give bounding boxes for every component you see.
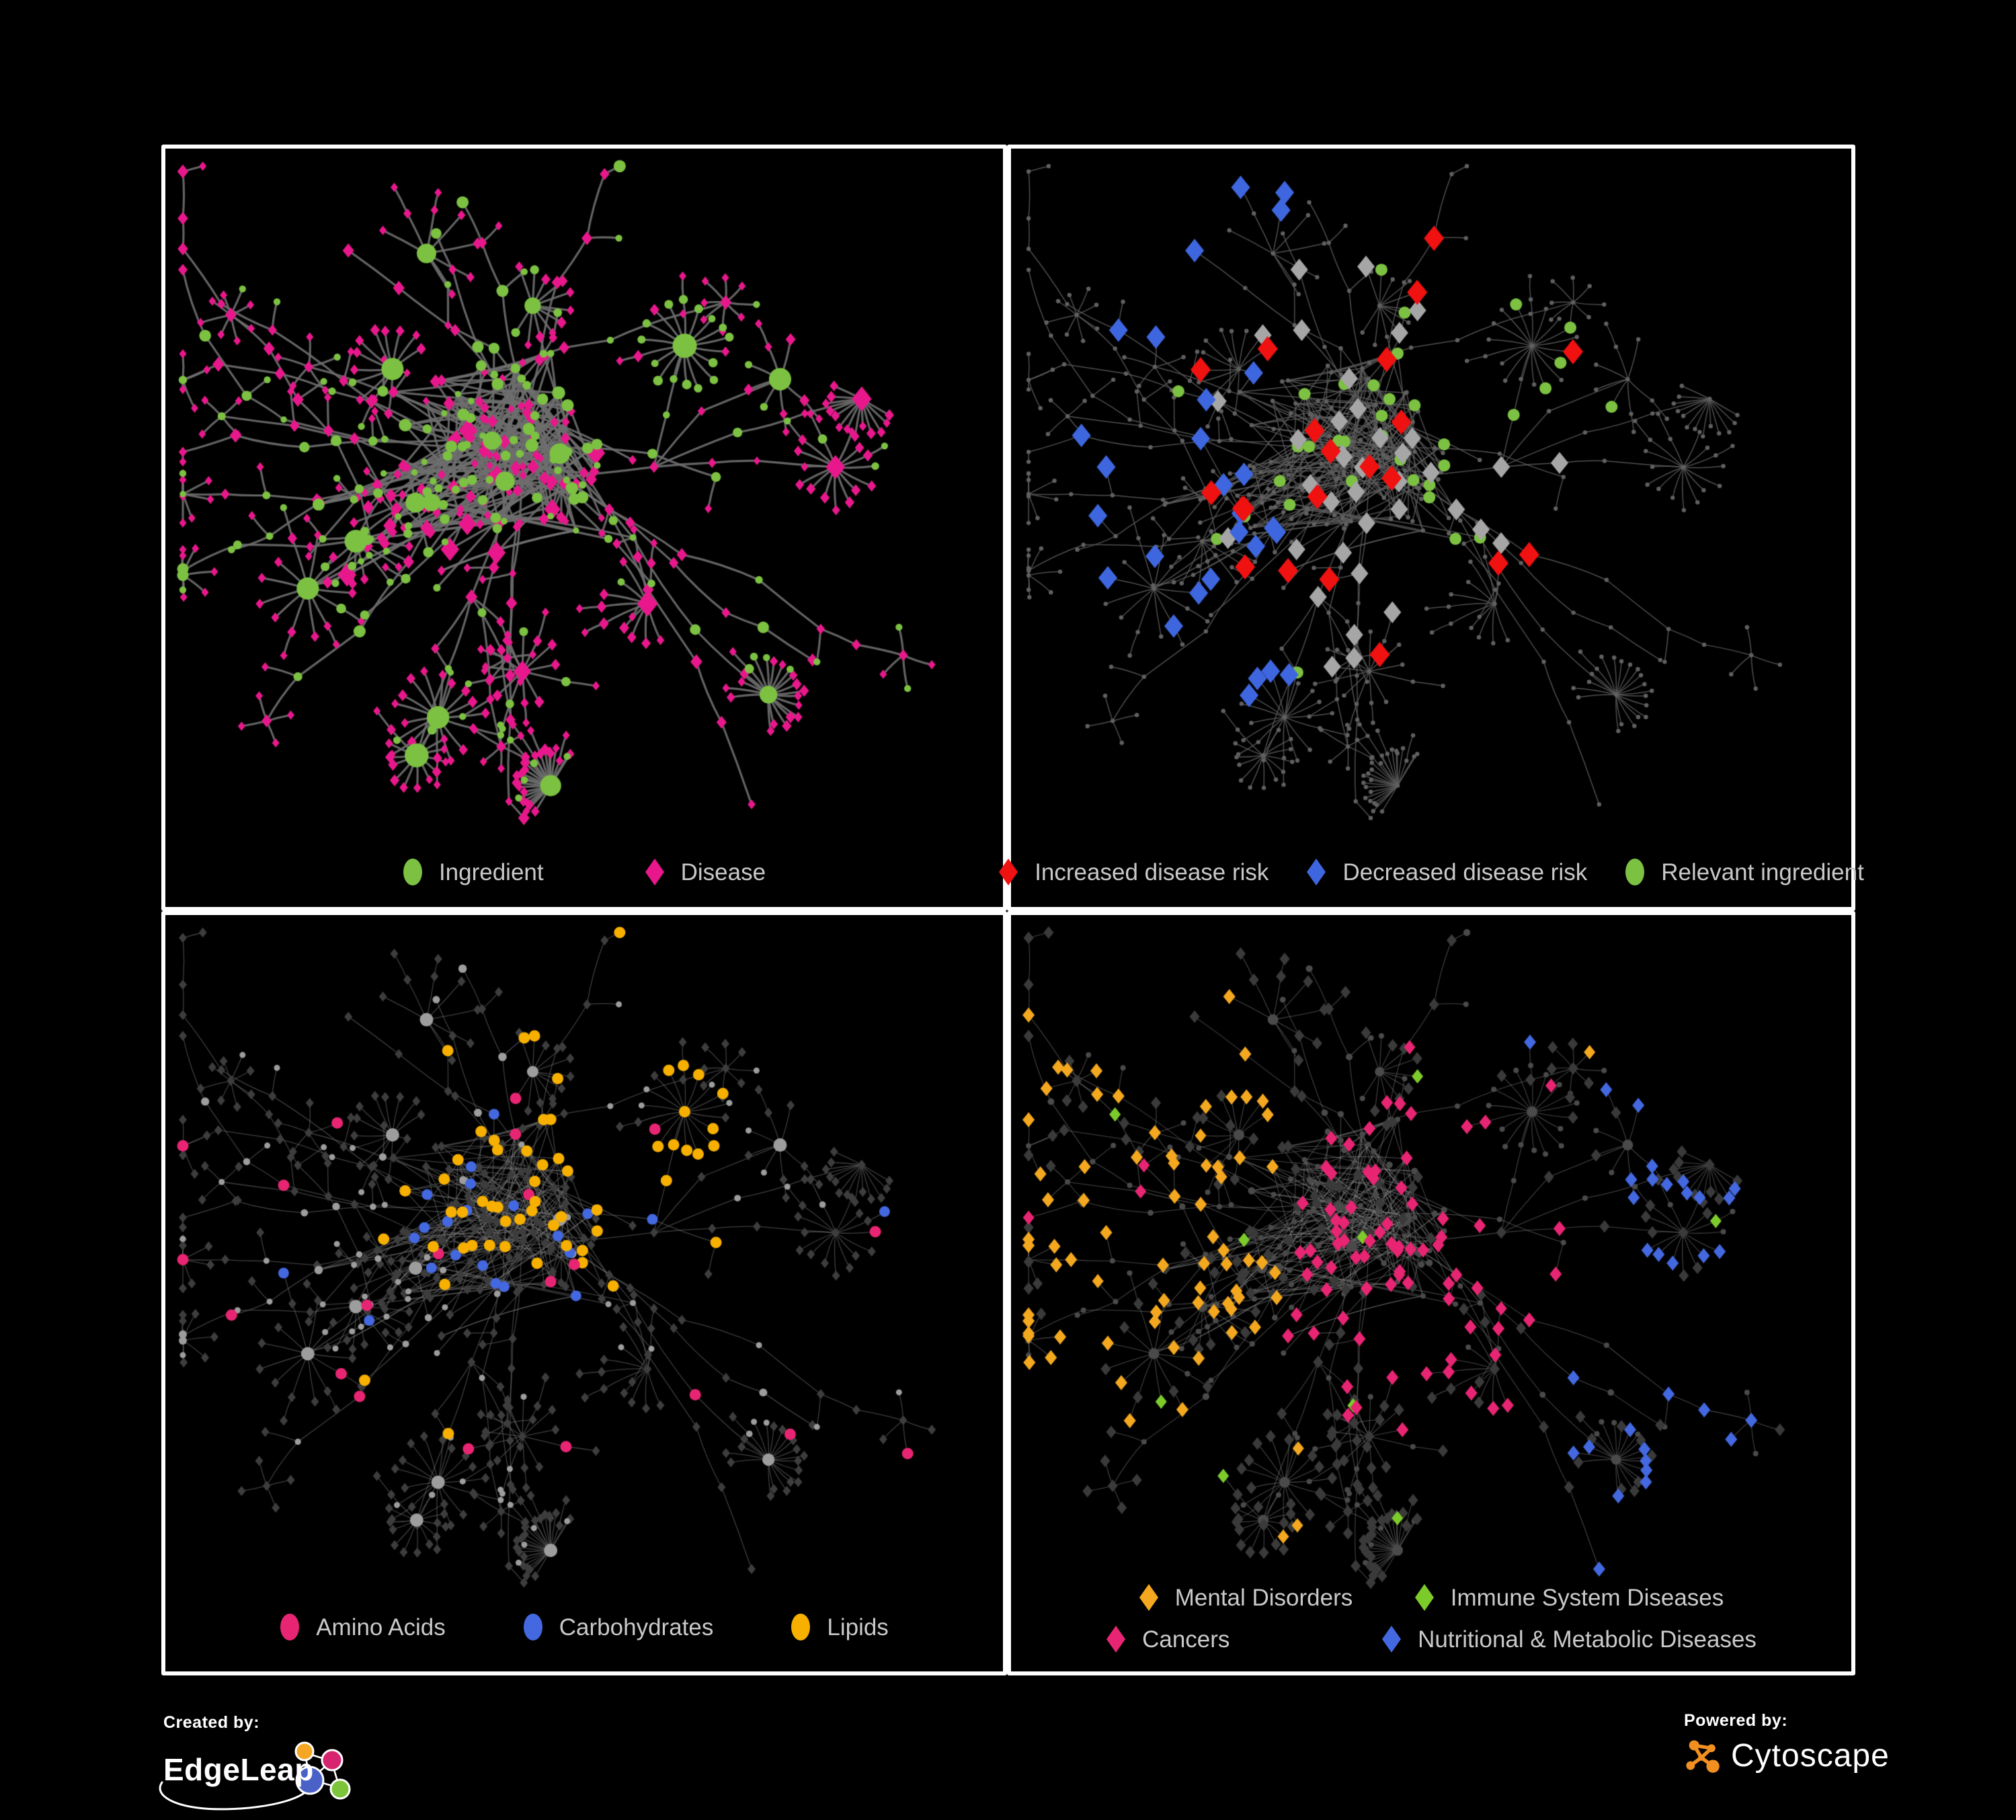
legend-item-cancers: Cancers	[1106, 1624, 1229, 1654]
legend-label: Mental Disorders	[1174, 1584, 1353, 1611]
cytoscape-wordmark: Cytoscape	[1731, 1737, 1890, 1774]
legend-label: Amino Acids	[316, 1614, 446, 1640]
edgeleap-logo: EdgeLeap	[159, 1738, 499, 1815]
legend-marker-diamond	[645, 859, 664, 885]
legend-marker-diamond	[1382, 1626, 1402, 1653]
legend-disease-risk: Increased disease risk Decreased disease …	[999, 857, 1864, 887]
legend-item-ingredient: Ingredient	[403, 857, 544, 887]
legend-macronutrients: Amino Acids Carbohydrates Lipids	[165, 1612, 1003, 1642]
panel-disease-risk: Increased disease risk Decreased disease …	[999, 145, 1864, 911]
edgeleap-blue-node	[295, 1766, 325, 1795]
legend-marker-diamond	[1414, 1584, 1434, 1611]
legend-item-lipids: Lipids	[791, 1612, 889, 1642]
edgeleap-wordmark: EdgeLeap	[163, 1752, 314, 1787]
legend-item-decreased-disease-risk: Decreased disease risk	[1306, 857, 1587, 887]
legend-marker-diamond	[1106, 1626, 1126, 1653]
legend-label: Nutritional & Metabolic Diseases	[1418, 1626, 1757, 1653]
legend-item-amino-acids: Amino Acids	[280, 1612, 446, 1642]
legend-marker-diamond	[999, 859, 1018, 885]
legend-marker-diamond	[1139, 1584, 1158, 1611]
legend-marker-ellipse	[523, 1614, 542, 1640]
panel-disease-classes: Mental Disorders Immune System Diseases Ca…	[1007, 911, 1855, 1675]
edgeleap-green-node	[329, 1778, 351, 1800]
legend-label: Immune System Diseases	[1450, 1584, 1724, 1611]
legend-label: Relevant ingredient	[1661, 859, 1864, 885]
edgeleap-pink-node	[321, 1749, 344, 1772]
network-graph-disease-risk	[1011, 149, 1851, 907]
legend-item-nutritional-metabolic-diseases: Nutritional & Metabolic Diseases	[1381, 1624, 1757, 1654]
panel-ingredient-disease: Ingredient Disease	[161, 145, 1007, 911]
powered-credit: Powered by: Cytoscape	[1684, 1711, 1890, 1775]
network-graph-ingredient-disease	[165, 149, 1003, 907]
legend-label: Lipids	[827, 1614, 889, 1640]
cytoscape-logo-icon	[1686, 1740, 1720, 1773]
legend-disease-classes: Mental Disorders Immune System Diseases Ca…	[1011, 1583, 1851, 1654]
edgeleap-network-icon	[159, 1741, 351, 1811]
legend-marker-ellipse	[1625, 859, 1645, 885]
panel-macronutrients: Amino Acids Carbohydrates Lipids	[161, 911, 1007, 1675]
legend-item-carbohydrates: Carbohydrates	[523, 1612, 714, 1642]
legend-label: Disease	[680, 859, 766, 885]
legend-marker-ellipse	[403, 859, 422, 885]
legend-item-mental-disorders: Mental Disorders	[1139, 1583, 1353, 1612]
legend-label: Increased disease risk	[1035, 859, 1269, 885]
edgeleap-orange-node	[294, 1741, 315, 1762]
legend-marker-diamond	[1307, 859, 1326, 885]
legend-label: Ingredient	[438, 859, 544, 885]
legend-item-disease: Disease	[645, 857, 766, 887]
legend-label: Decreased disease risk	[1342, 859, 1588, 885]
legend-item-immune-system-diseases: Immune System Diseases	[1414, 1583, 1724, 1612]
network-graph-macronutrients	[165, 915, 1003, 1671]
legend-marker-ellipse	[280, 1614, 300, 1640]
legend-label: Cancers	[1142, 1626, 1230, 1653]
creator-credit: Created by: EdgeLeap	[159, 1713, 499, 1815]
legend-marker-ellipse	[791, 1614, 811, 1640]
legend-item-relevant-ingredient: Relevant ingredient	[1625, 857, 1864, 887]
created-by-label: Created by:	[163, 1713, 260, 1732]
powered-by-label: Powered by:	[1684, 1711, 1788, 1730]
legend-ingredient-disease: Ingredient Disease	[165, 857, 1003, 887]
network-graph-disease-classes	[1011, 915, 1851, 1671]
legend-label: Carbohydrates	[559, 1614, 714, 1640]
legend-item-increased-disease-risk: Increased disease risk	[998, 857, 1268, 887]
